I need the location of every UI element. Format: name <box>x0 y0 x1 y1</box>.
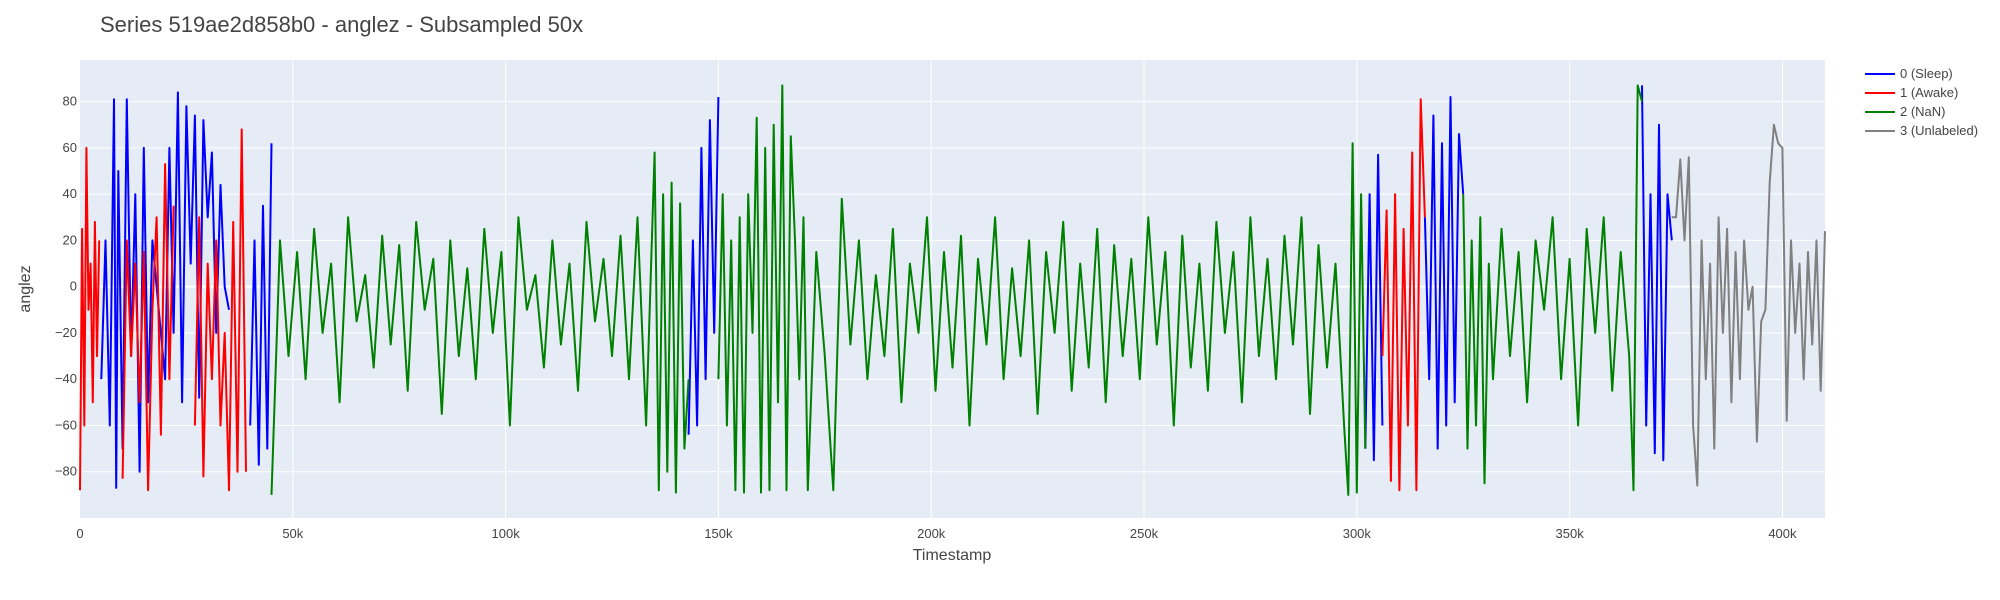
legend-label: 2 (NaN) <box>1900 104 1946 119</box>
x-tick-label: 300k <box>1343 526 1372 541</box>
series-line <box>1364 153 1384 462</box>
legend-item[interactable]: 2 (NaN) <box>1865 104 1946 119</box>
series-0 <box>100 85 1673 489</box>
x-axis-title: Timestamp <box>913 547 992 564</box>
series-1 <box>79 98 1426 492</box>
y-tick-label: 40 <box>63 186 77 201</box>
x-tick-label: 200k <box>917 526 946 541</box>
series-line <box>687 96 720 435</box>
series-line <box>79 146 101 491</box>
series-2 <box>270 84 1643 496</box>
x-tick-label: 150k <box>704 526 733 541</box>
y-tick-label: −60 <box>55 417 77 432</box>
legend[interactable]: 0 (Sleep) 1 (Awake) 2 (NaN) 3 (Unlabeled) <box>1865 66 1978 138</box>
legend-label: 3 (Unlabeled) <box>1900 123 1978 138</box>
y-tick-label: 80 <box>63 94 77 109</box>
y-axis: −80 −60 −40 −20 0 20 40 60 80 <box>55 94 77 479</box>
series-lines <box>79 84 1826 496</box>
plot-area <box>80 60 1825 518</box>
series-line <box>1381 98 1426 492</box>
y-tick-label: 20 <box>63 232 77 247</box>
legend-item[interactable]: 0 (Sleep) <box>1865 66 1953 81</box>
legend-item[interactable]: 3 (Unlabeled) <box>1865 123 1978 138</box>
x-tick-label: 50k <box>282 526 303 541</box>
series-line <box>1462 84 1643 492</box>
series-line <box>1671 123 1826 487</box>
y-axis-title: anglez <box>17 265 34 312</box>
y-tick-label: 0 <box>70 279 77 294</box>
x-tick-label: 0 <box>76 526 83 541</box>
y-tick-label: −20 <box>55 325 77 340</box>
legend-label: 1 (Awake) <box>1900 85 1958 100</box>
series-line <box>121 163 175 492</box>
series-line <box>1423 96 1465 450</box>
y-tick-label: −80 <box>55 464 77 479</box>
series-3 <box>1671 123 1826 487</box>
series-line <box>193 128 247 492</box>
x-tick-label: 250k <box>1130 526 1159 541</box>
y-tick-label: 60 <box>63 140 77 155</box>
legend-label: 0 (Sleep) <box>1900 66 1953 81</box>
series-line <box>100 91 230 489</box>
chart-title: Series 519ae2d858b0 - anglez - Subsample… <box>100 12 583 37</box>
series-line <box>717 84 1367 496</box>
x-axis: 0 50k 100k 150k 200k 250k 300k 350k 400k <box>76 526 1797 541</box>
x-tick-label: 100k <box>492 526 521 541</box>
x-tick-label: 400k <box>1768 526 1797 541</box>
series-line <box>249 143 273 466</box>
legend-item[interactable]: 1 (Awake) <box>1865 85 1958 100</box>
series-line <box>1641 85 1673 462</box>
series-line <box>270 151 690 495</box>
y-tick-label: −40 <box>55 371 77 386</box>
x-tick-label: 350k <box>1556 526 1585 541</box>
